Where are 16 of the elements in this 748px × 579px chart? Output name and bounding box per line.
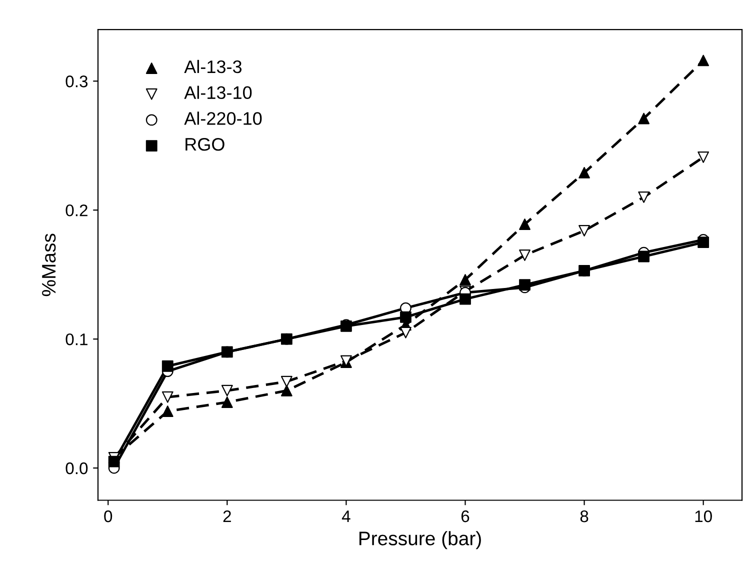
x-tick-label: 0	[104, 510, 112, 522]
y-tick-label: 0.3	[66, 76, 88, 88]
legend-label: Al-13-10	[184, 86, 252, 100]
x-tick-label: 10	[695, 510, 712, 522]
legend-label: Al-220-10	[184, 112, 262, 125]
y-tick-label: 0.0	[66, 462, 88, 474]
legend-label: Al-13-3	[184, 60, 242, 74]
y-axis-title: %Mass	[42, 234, 56, 296]
x-axis-title: Pressure (bar)	[359, 531, 481, 550]
y-tick-label: 0.2	[66, 204, 88, 216]
y-tick-label: 0.1	[66, 333, 88, 346]
x-tick-label: 6	[461, 510, 470, 522]
x-tick-label: 2	[223, 510, 231, 522]
x-tick-label: 8	[580, 510, 588, 522]
legend-label: RGO	[186, 138, 224, 151]
x-tick-label: 4	[342, 510, 350, 522]
